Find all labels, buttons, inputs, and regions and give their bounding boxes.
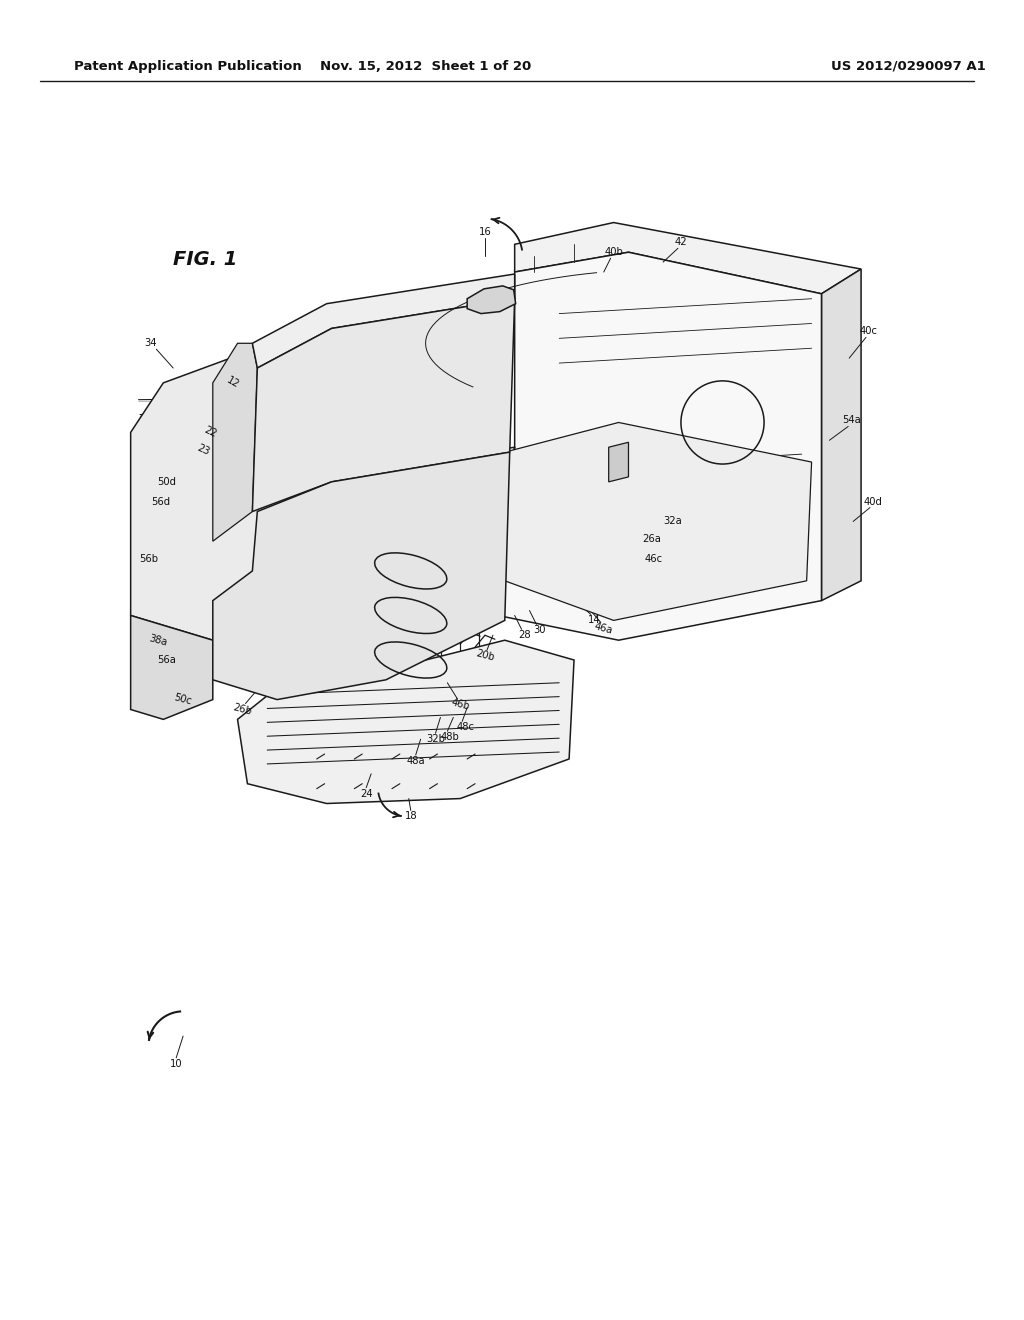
Text: 28: 28 (518, 630, 530, 640)
Text: 50b: 50b (383, 306, 404, 325)
Polygon shape (257, 348, 406, 434)
Polygon shape (426, 252, 821, 640)
Text: 20c: 20c (285, 370, 305, 387)
Text: 24: 24 (359, 788, 373, 799)
Text: 32b: 32b (426, 734, 444, 744)
Text: 48c: 48c (456, 722, 474, 733)
Text: 54a: 54a (842, 416, 860, 425)
Text: 23: 23 (195, 444, 211, 457)
Text: Patent Application Publication: Patent Application Publication (74, 59, 302, 73)
Text: 26b: 26b (232, 702, 253, 717)
Polygon shape (252, 298, 515, 512)
Text: 32a: 32a (664, 516, 682, 527)
Polygon shape (238, 640, 574, 804)
Polygon shape (515, 223, 861, 294)
Polygon shape (608, 442, 629, 482)
Polygon shape (505, 422, 812, 620)
Polygon shape (467, 286, 516, 314)
Text: 26a: 26a (642, 535, 660, 544)
Text: 42: 42 (675, 238, 687, 247)
Text: 22: 22 (202, 425, 218, 440)
Text: 46a: 46a (593, 622, 614, 636)
Text: 14: 14 (588, 615, 600, 626)
Text: 18: 18 (404, 812, 417, 821)
Text: 30: 30 (534, 626, 546, 635)
Text: 10: 10 (170, 1059, 182, 1069)
Text: 20a: 20a (430, 634, 451, 648)
Text: 20b: 20b (474, 648, 496, 664)
Polygon shape (213, 453, 510, 700)
Text: FIG. 1: FIG. 1 (173, 249, 238, 269)
Text: 40b: 40b (604, 247, 623, 257)
Polygon shape (252, 275, 515, 368)
Text: 56b: 56b (139, 554, 158, 564)
Text: 34: 34 (144, 338, 157, 348)
Text: 46c: 46c (644, 554, 663, 564)
Text: 50c: 50c (173, 693, 194, 706)
Text: 56d: 56d (151, 496, 170, 507)
Text: 50d: 50d (157, 477, 176, 487)
Text: 16: 16 (478, 227, 492, 238)
Text: 40c: 40c (860, 326, 878, 337)
Text: US 2012/0290097 A1: US 2012/0290097 A1 (831, 59, 986, 73)
Text: 40a: 40a (446, 286, 468, 305)
Text: 38a: 38a (148, 634, 169, 647)
Text: 48b: 48b (441, 733, 460, 742)
Text: 54b: 54b (421, 313, 442, 330)
Polygon shape (131, 348, 406, 640)
Polygon shape (213, 343, 257, 541)
Text: 12: 12 (224, 375, 241, 391)
Text: 40d: 40d (863, 496, 883, 507)
Text: 46b: 46b (450, 697, 471, 711)
Text: 48a: 48a (407, 756, 425, 766)
Text: 20d: 20d (331, 337, 352, 354)
Text: Nov. 15, 2012  Sheet 1 of 20: Nov. 15, 2012 Sheet 1 of 20 (319, 59, 531, 73)
Text: 56a: 56a (157, 655, 176, 665)
Polygon shape (131, 615, 213, 719)
Polygon shape (821, 269, 861, 601)
Text: 50a: 50a (357, 325, 379, 342)
